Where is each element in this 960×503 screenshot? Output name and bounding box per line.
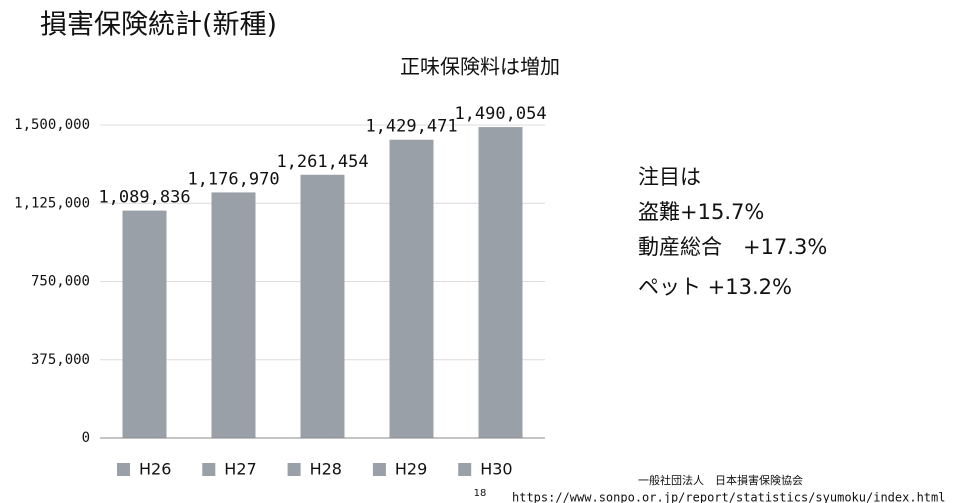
note: 動産総合 +17.3% [638, 235, 827, 259]
legend-swatch [117, 463, 130, 476]
y-tick-label: 375,000 [31, 352, 90, 368]
bar [300, 174, 345, 438]
legend-label: H27 [224, 460, 256, 479]
legend-swatch [372, 463, 386, 476]
slide-title: 損害保険統計(新種) [40, 10, 277, 41]
bar [211, 192, 256, 438]
y-tick-label: 0 [82, 430, 90, 446]
data-label: 1,490,054 [454, 104, 546, 124]
y-tick-label: 750,000 [31, 274, 90, 290]
legend-label: H30 [480, 460, 512, 479]
legend-swatch [458, 463, 472, 476]
chart-title: 正味保険料は増加 [400, 55, 560, 79]
legend-swatch [287, 463, 301, 476]
legend-label: H26 [139, 460, 171, 479]
y-tick-label: 1,125,000 [14, 195, 90, 211]
note: 盗難+15.7% [638, 200, 764, 224]
legend-label: H29 [395, 460, 427, 479]
note: ペット +13.2% [638, 275, 792, 299]
data-label: 1,261,454 [276, 152, 368, 172]
data-label: 1,089,836 [98, 188, 190, 208]
y-tick-label: 1,500,000 [14, 117, 90, 133]
data-label: 1,176,970 [187, 169, 279, 189]
note: 注目は [638, 165, 701, 189]
bar [478, 127, 523, 438]
legend-label: H28 [310, 460, 342, 479]
source: 一般社団法人 日本損害保険協会 [638, 473, 803, 487]
legend-swatch [202, 463, 216, 476]
bar [122, 210, 167, 438]
page-number: 18 [474, 488, 487, 499]
data-label: 1,429,471 [365, 117, 457, 137]
bar [389, 139, 434, 439]
url: https://www.sonpo.or.jp/report/statistic… [512, 491, 945, 503]
